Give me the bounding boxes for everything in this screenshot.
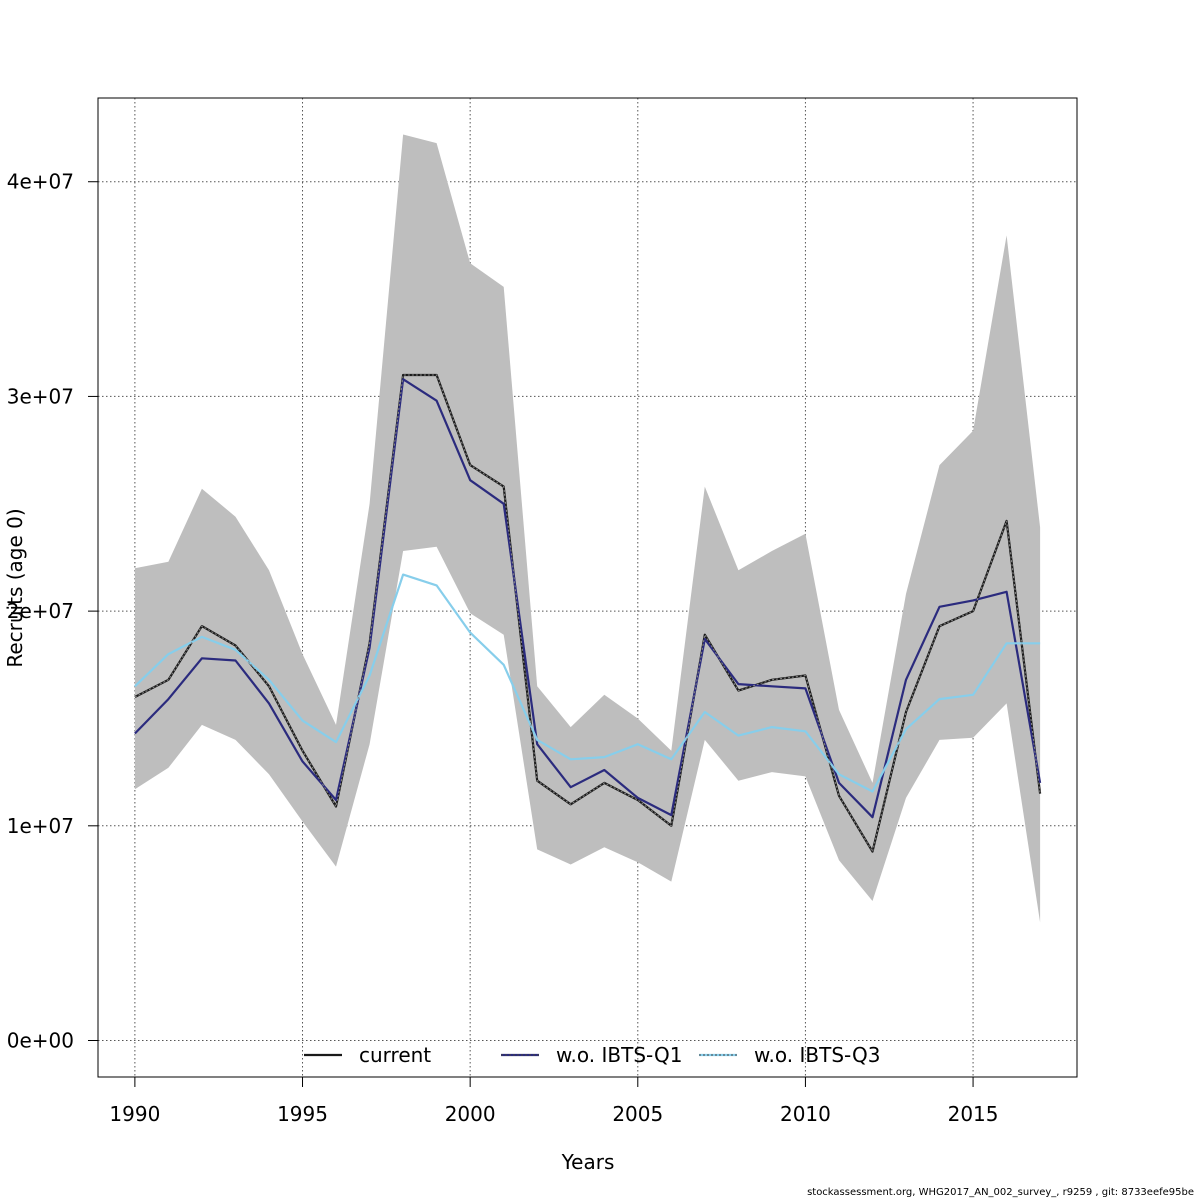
confidence-band-area — [134, 134, 1041, 923]
series-line-2 — [134, 378, 1042, 819]
y-tick-label: 3e+07 — [7, 384, 74, 408]
legend-label-1: current — [359, 1043, 431, 1067]
y-tick-label: 1e+07 — [7, 814, 74, 838]
y-tick-label: 4e+07 — [7, 170, 74, 194]
legend: current w.o. IBTS-Q1 w.o. IBTS-Q3 — [304, 1043, 880, 1067]
x-tick-label: 2010 — [780, 1102, 831, 1126]
x-tick-label: 2015 — [948, 1102, 999, 1126]
confidence-band — [134, 134, 1041, 923]
y-tick-label: 0e+00 — [7, 1029, 74, 1053]
series-line-1-dotted-overlay — [134, 374, 1041, 853]
y-axis-label: Recruits (age 0) — [3, 508, 27, 667]
credit-footer: stockassessment.org, WHG2017_AN_002_surv… — [807, 1187, 1194, 1198]
x-tick-label: 2000 — [445, 1102, 496, 1126]
series-line-3 — [134, 573, 1041, 793]
x-axis: 1990 1995 2000 2005 2010 2015 — [109, 1076, 999, 1126]
legend-label-3: w.o. IBTS-Q3 — [754, 1043, 880, 1067]
series-lines — [134, 373, 1042, 853]
x-axis-label: Years — [561, 1150, 615, 1174]
legend-label-2: w.o. IBTS-Q1 — [556, 1043, 682, 1067]
x-tick-label: 1990 — [109, 1102, 160, 1126]
x-tick-label: 1995 — [277, 1102, 328, 1126]
y-tick-label: 2e+07 — [7, 599, 74, 623]
y-axis: 0e+00 1e+07 2e+07 3e+07 4e+07 — [7, 170, 99, 1053]
x-tick-label: 2005 — [612, 1102, 663, 1126]
